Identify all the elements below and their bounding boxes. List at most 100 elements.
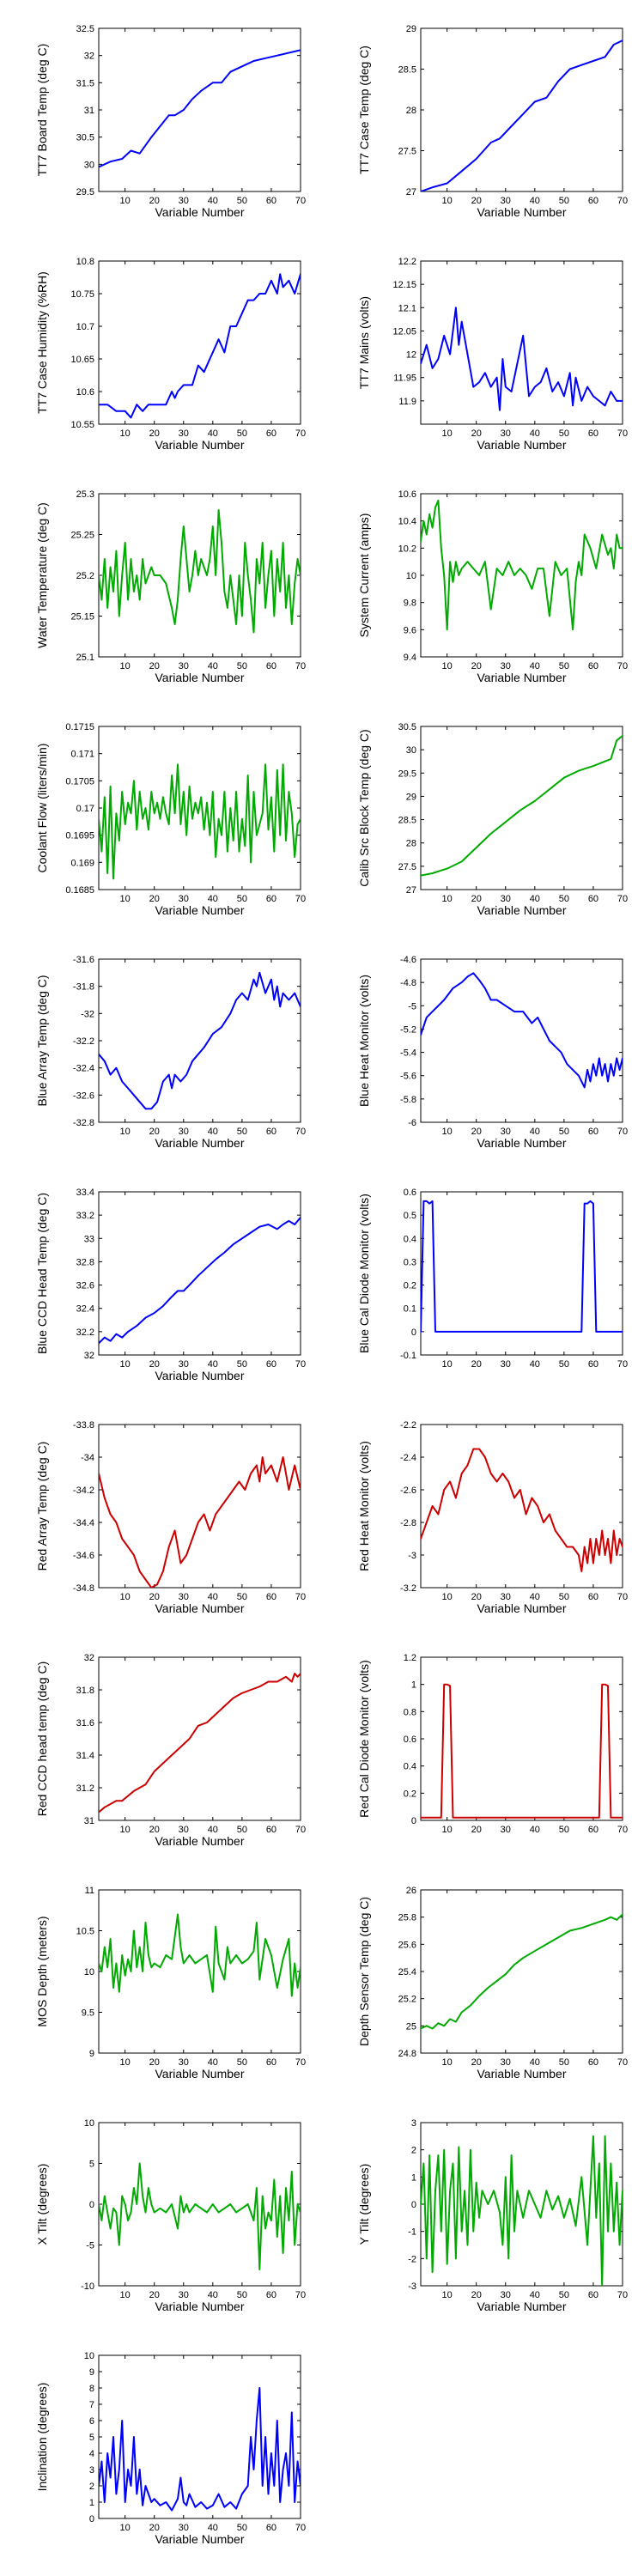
x-tick-label: 20	[149, 196, 160, 206]
x-tick-label: 50	[237, 428, 247, 439]
data-series-line	[421, 1683, 623, 1819]
x-tick-label: 10	[442, 1592, 453, 1602]
x-axis-label: Variable Number	[155, 1601, 244, 1615]
x-tick-label: 40	[208, 2290, 218, 2300]
x-tick-label: 20	[149, 1127, 160, 1137]
y-tick-label: 33.2	[76, 1211, 94, 1221]
plot-frame	[420, 726, 623, 890]
x-tick-label: 60	[588, 428, 598, 439]
x-tick-label: 30	[501, 428, 511, 439]
x-tick-label: 40	[208, 428, 218, 439]
y-tick-label: 26	[406, 1886, 416, 1896]
y-tick-label: 0.6	[404, 1735, 416, 1745]
y-tick-label: 10	[406, 571, 416, 581]
y-tick-label: 8	[89, 2384, 94, 2394]
y-tick-label: 0.1705	[65, 776, 94, 787]
y-tick-label: 0.171	[70, 750, 94, 760]
x-tick-label: 30	[179, 428, 189, 439]
x-tick-label: 30	[179, 1359, 189, 1370]
x-tick-label: 30	[501, 2057, 511, 2068]
data-series-line	[421, 2135, 623, 2286]
y-axis-label: MOS Depth (meters)	[35, 1916, 49, 2026]
y-axis-label: Coolant Flow (liters/min)	[35, 744, 49, 873]
data-series-line	[99, 2162, 301, 2270]
y-tick-label: -4.6	[400, 955, 416, 965]
x-axis-label: Variable Number	[477, 2300, 566, 2313]
x-axis-label: Variable Number	[155, 2532, 244, 2546]
y-tick-label: -1	[408, 2227, 416, 2238]
x-tick-label: 20	[471, 661, 482, 671]
x-tick-label: 70	[617, 2057, 628, 2068]
y-tick-label: 0.1715	[65, 722, 94, 732]
x-axis-label: Variable Number	[155, 1369, 244, 1382]
x-tick-label: 10	[120, 2057, 131, 2068]
y-axis-label: Y Tilt (degrees)	[357, 2164, 371, 2245]
x-tick-label: 10	[442, 2290, 453, 2300]
y-tick-label: 25.15	[70, 612, 94, 623]
y-axis-label: Calib Src Block Temp (deg C)	[357, 729, 371, 886]
x-tick-label: 10	[120, 428, 131, 439]
x-tick-label: 10	[120, 1127, 131, 1137]
y-tick-label: 29.5	[398, 769, 416, 779]
x-tick-label: 40	[530, 1359, 540, 1370]
data-series-line	[99, 2387, 301, 2512]
y-tick-label: 0	[411, 2200, 416, 2210]
y-tick-label: 27	[406, 885, 416, 896]
y-axis-label: TT7 Mains (volts)	[357, 296, 371, 389]
x-tick-label: 70	[617, 1825, 628, 1835]
y-tick-label: 30	[84, 160, 94, 170]
y-tick-label: 28.5	[398, 65, 416, 76]
y-tick-label: 10.6	[398, 489, 416, 500]
x-tick-label: 60	[266, 428, 276, 439]
x-tick-label: 40	[208, 1825, 218, 1835]
x-tick-label: 60	[588, 661, 598, 671]
y-tick-label: -33.8	[73, 1420, 94, 1431]
chart-panel: -3.2 -3 -2.8 -2.6 -2.4 -2.2 10 20 30 40 50 60 70 Vari…	[357, 1420, 628, 1615]
x-tick-label: 70	[295, 1127, 306, 1137]
x-tick-label: 50	[237, 196, 247, 206]
chart-panel: 29.5 30 30.5 31 31.5 32 32.5 10 20 30 40 50 60 70 Vari…	[35, 24, 306, 219]
x-axis-label: Variable Number	[477, 2067, 566, 2081]
x-tick-label: 70	[617, 661, 628, 671]
x-tick-label: 50	[559, 1127, 569, 1137]
plot-frame	[420, 260, 623, 425]
x-tick-label: 30	[179, 894, 189, 904]
x-tick-label: 40	[208, 2057, 218, 2068]
y-tick-label: 25.6	[398, 1940, 416, 1950]
y-tick-label: 0.169	[70, 858, 94, 868]
y-tick-label: 0.2	[404, 1281, 416, 1291]
y-tick-label: 9.5	[82, 2008, 94, 2019]
y-tick-label: -32.2	[73, 1036, 94, 1047]
y-tick-label: -3.2	[400, 1583, 416, 1594]
x-tick-label: 60	[588, 1592, 598, 1602]
x-axis-label: Variable Number	[155, 1834, 244, 1848]
x-tick-label: 60	[266, 2523, 276, 2533]
x-tick-label: 60	[588, 1127, 598, 1137]
y-tick-label: 4	[89, 2449, 94, 2459]
x-tick-label: 50	[237, 661, 247, 671]
x-tick-label: 60	[266, 2057, 276, 2068]
y-tick-label: 0.17	[76, 804, 94, 814]
x-tick-label: 30	[501, 1825, 511, 1835]
x-tick-label: 20	[471, 1127, 482, 1137]
y-tick-label: -3	[408, 2281, 416, 2292]
x-tick-label: 60	[588, 2290, 598, 2300]
x-axis-label: Variable Number	[155, 1136, 244, 1150]
y-axis-label: Water Temperature (deg C)	[35, 502, 49, 648]
y-axis-label: TT7 Case Temp (deg C)	[357, 46, 371, 174]
y-tick-label: 0	[89, 2514, 94, 2524]
y-tick-label: 32.5	[76, 24, 94, 34]
y-tick-label: 7	[89, 2400, 94, 2410]
x-tick-label: 50	[237, 2057, 247, 2068]
y-tick-label: 32	[84, 1351, 94, 1361]
y-tick-label: 30.5	[76, 133, 94, 143]
y-tick-label: 24.8	[398, 2049, 416, 2059]
x-tick-label: 70	[617, 1127, 628, 1137]
data-series-line	[99, 1673, 301, 1814]
plot-frame	[420, 27, 623, 192]
x-tick-label: 10	[120, 196, 131, 206]
x-tick-label: 60	[266, 894, 276, 904]
x-tick-label: 70	[295, 2290, 306, 2300]
y-tick-label: 0.4	[404, 1234, 416, 1244]
x-tick-label: 40	[208, 1359, 218, 1370]
